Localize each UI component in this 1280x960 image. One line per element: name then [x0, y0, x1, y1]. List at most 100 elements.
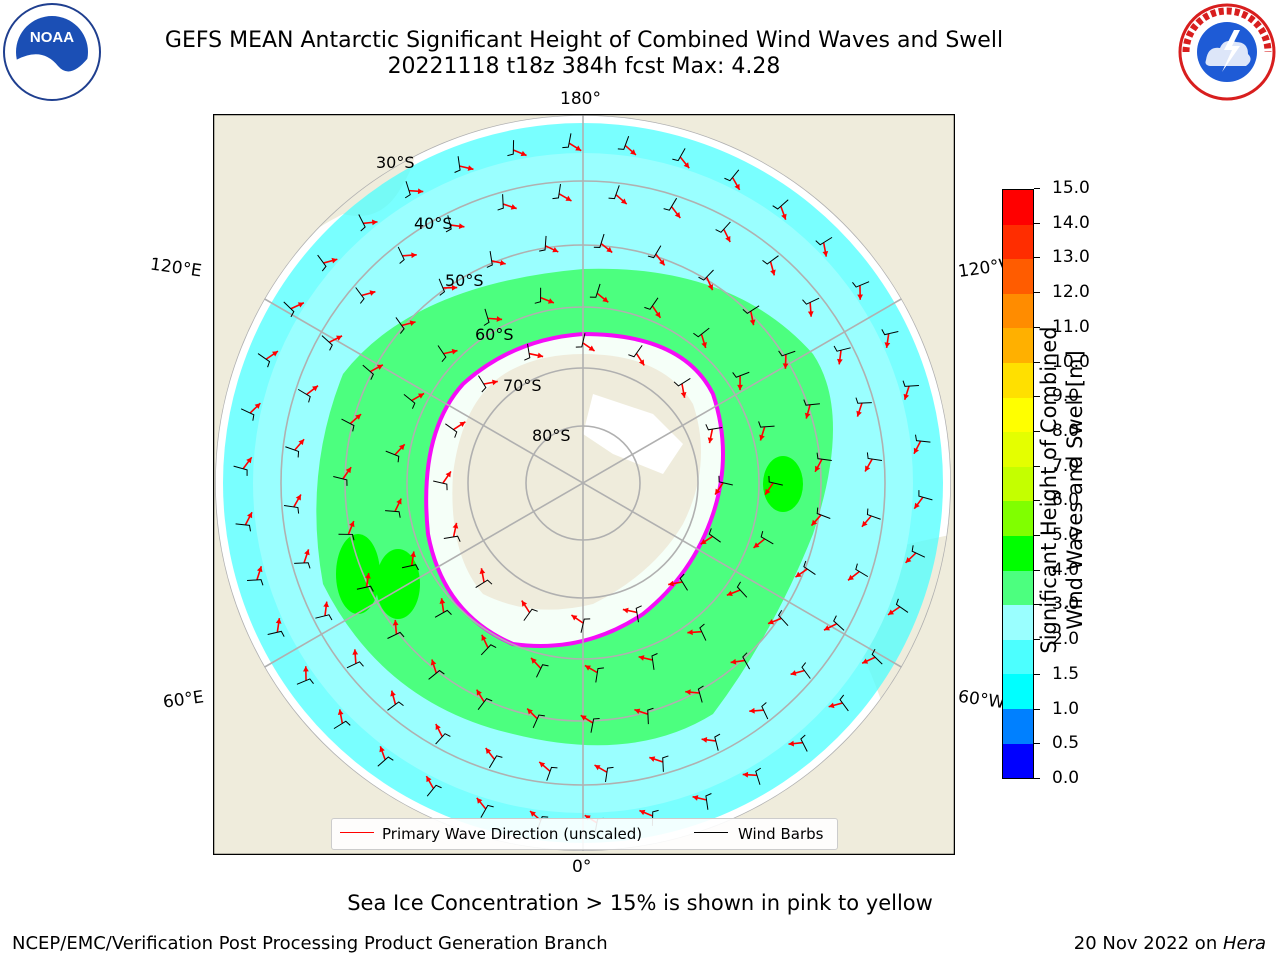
wave-direction-arrowhead	[606, 246, 613, 253]
wind-barb	[497, 194, 504, 211]
colorbar-tick-label: 7.0	[1052, 455, 1080, 476]
wave-direction-arrowhead	[861, 520, 868, 527]
wave-direction-arrowhead	[659, 259, 665, 266]
wave-direction-arrowhead	[788, 740, 795, 747]
wave-direction-arrowhead	[781, 213, 787, 220]
wind-barb	[395, 317, 405, 334]
wind-barb	[816, 507, 831, 519]
wave-direction-arrowhead	[369, 290, 376, 296]
wind-barb	[488, 755, 503, 769]
wind-barb	[800, 734, 808, 752]
wave-direction-arrowhead	[765, 488, 771, 495]
colorbar-tick-label: 12.0	[1052, 282, 1090, 303]
wave-direction-arrowhead	[481, 634, 487, 641]
wave-direction-legend-line	[340, 832, 374, 833]
wind-barb	[902, 380, 919, 387]
wind-barb	[435, 733, 451, 745]
wind-barb	[478, 375, 487, 393]
wind-barb	[358, 214, 366, 232]
wave-direction-arrowhead	[398, 444, 405, 451]
graticule	[215, 115, 951, 851]
wind-barb	[333, 475, 348, 486]
wave-direction-arrowhead	[355, 414, 362, 420]
wind-barb	[693, 327, 710, 338]
wave-direction-arrowhead	[903, 393, 910, 400]
wave-direction-arrowhead	[884, 342, 891, 348]
wind-barb	[445, 215, 452, 233]
wave-direction-arrowhead	[790, 670, 797, 676]
colorbar-band	[1003, 362, 1033, 398]
colorbar-band	[1003, 293, 1033, 329]
wave-direction-arrowhead	[630, 149, 636, 155]
colorbar-tick-label: 6.0	[1052, 490, 1080, 511]
wind-barb	[346, 661, 364, 669]
wave-direction-arrowhead	[254, 403, 261, 409]
wind-barb	[705, 793, 712, 810]
wave-direction-arrowhead	[822, 250, 829, 257]
wind-barb	[524, 343, 531, 361]
wind-barb	[434, 609, 452, 618]
wind-barb	[772, 199, 789, 210]
wave-direction-arrowhead	[823, 625, 830, 631]
wind-barb	[605, 766, 614, 783]
wave-direction-arrowhead	[742, 771, 749, 778]
wave-direction-arrowhead	[349, 521, 355, 528]
wave-direction-arrowhead	[547, 298, 554, 304]
wind-barb	[404, 181, 411, 199]
wind-barb	[297, 388, 311, 403]
wind-barb	[815, 236, 833, 246]
wave-direction-arrowhead	[571, 615, 578, 621]
wave-direction-arrowhead	[485, 748, 492, 754]
colorbar-band	[1003, 397, 1033, 433]
wave-direction-arrowhead	[575, 145, 582, 151]
wind-barb	[608, 185, 620, 200]
wave-direction-arrowhead	[683, 162, 690, 169]
wind-barb	[699, 623, 707, 641]
wind-barb	[705, 424, 723, 431]
wind-barb	[445, 423, 458, 438]
colorbar-tick-label: 5.0	[1052, 525, 1080, 546]
wave-direction-arrowhead	[588, 345, 595, 351]
wave-direction-arrowhead	[668, 580, 674, 587]
wave-direction-arrowhead	[298, 439, 305, 446]
wind-barb	[486, 251, 493, 268]
wave-direction-arrowhead	[811, 519, 818, 526]
lat-label-60: 60°S	[475, 325, 514, 344]
lat-label-70: 70°S	[503, 376, 542, 395]
wave-direction-arrowhead	[856, 410, 862, 417]
wind-barb	[871, 648, 883, 665]
wind-barb	[866, 508, 881, 520]
wave-direction-arrowhead	[848, 574, 854, 581]
wind-barb	[803, 560, 816, 575]
wind-barb	[333, 720, 351, 730]
chart-subtitle: 20221118 t18z 384h fcst Max: 4.28	[387, 54, 781, 79]
wave-direction-arrowhead	[707, 284, 714, 291]
wind-barb	[385, 450, 400, 463]
wind-barb	[575, 333, 586, 348]
colorbar-band	[1003, 224, 1033, 260]
wave-direction-arrowhead	[655, 311, 661, 318]
wave-vectors	[233, 133, 933, 833]
wind-barb	[257, 353, 271, 368]
wave-direction-arrowhead	[857, 294, 863, 300]
chart-title: GEFS MEAN Antarctic Significant Height o…	[164, 28, 1004, 53]
colorbar-band	[1003, 570, 1033, 606]
wave-direction-arrowhead	[770, 269, 776, 276]
wind-barb	[742, 305, 760, 314]
wave-direction-arrowhead	[815, 465, 821, 472]
wave-direction-arrowhead	[594, 765, 601, 771]
wind-barb	[801, 662, 811, 679]
wave-direction-arrowhead	[492, 379, 498, 386]
lon-label-left-lower: 60°E	[161, 687, 206, 713]
lon-label-bottom: 0°	[572, 857, 592, 877]
wind-barb	[852, 281, 870, 288]
run-date: 20 Nov 2022 on Hera	[1074, 933, 1266, 954]
wave-direction-arrowhead	[365, 572, 371, 579]
wave-direction-arrowhead	[768, 618, 774, 625]
colorbar-tick-label: 15.0	[1052, 178, 1090, 198]
colorbar-band	[1003, 432, 1033, 467]
wave-direction-arrowhead	[539, 761, 546, 768]
wind-barb	[593, 233, 605, 248]
wave-direction-arrowhead	[435, 723, 441, 730]
wind-barb	[679, 573, 688, 591]
